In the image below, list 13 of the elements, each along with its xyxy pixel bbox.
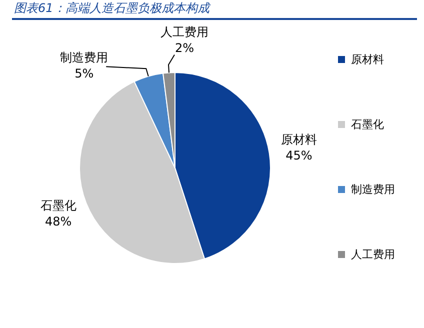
slice-label: 人工费用 (160, 24, 208, 39)
legend-label: 原材料 (350, 52, 385, 67)
data-label: 2% (174, 40, 194, 55)
data-label: 48% (44, 214, 72, 228)
legend-label: 人工费用 (350, 247, 395, 262)
chart-title: 图表61：高端人造石墨负极成本构成 (14, 0, 210, 17)
data-label: 5% (74, 66, 94, 81)
slice-label: 制造费用 (60, 50, 108, 65)
legend-label: 制造费用 (350, 182, 395, 197)
slice-label: 原材料 (280, 132, 317, 146)
legend-label: 石墨化 (350, 117, 385, 132)
data-label: 45% (286, 148, 312, 162)
slice-label: 石墨化 (40, 198, 76, 212)
